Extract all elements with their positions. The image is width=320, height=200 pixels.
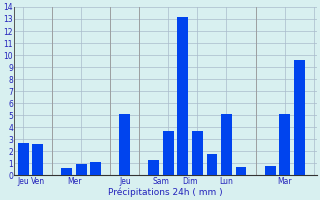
Bar (178, 17, 188, 175)
Bar (236, 167, 246, 175)
Bar (119, 114, 130, 175)
Bar (294, 60, 305, 175)
Bar (90, 162, 101, 175)
Bar (61, 168, 72, 175)
Bar (221, 114, 232, 175)
Bar (206, 154, 217, 175)
Bar (18, 143, 29, 175)
Bar (279, 114, 290, 175)
Bar (32, 144, 43, 175)
Bar (192, 131, 203, 175)
Bar (148, 160, 159, 175)
X-axis label: Précipitations 24h ( mm ): Précipitations 24h ( mm ) (108, 187, 223, 197)
Bar (163, 131, 174, 175)
Bar (265, 166, 276, 175)
Bar (76, 164, 87, 175)
